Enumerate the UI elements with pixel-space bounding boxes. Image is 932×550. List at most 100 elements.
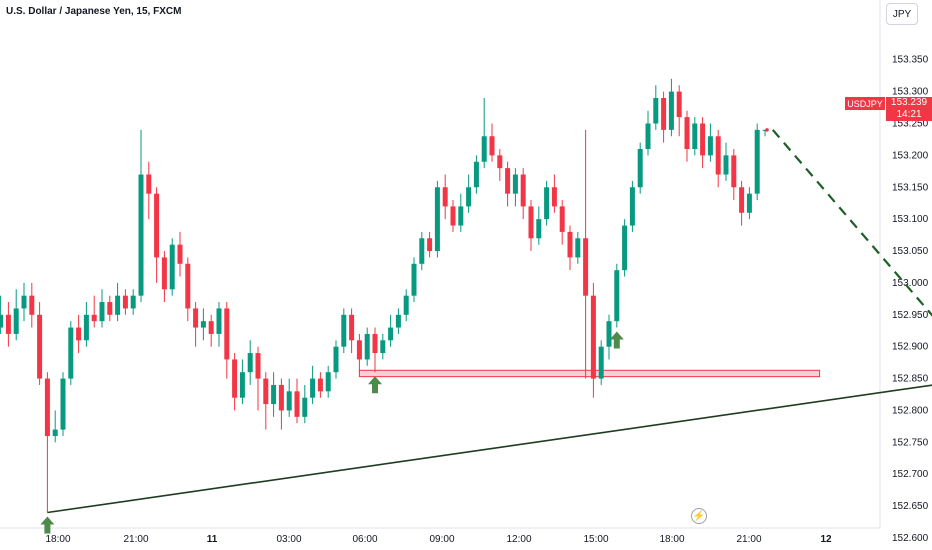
up-arrow-marker [368,376,382,394]
candle-body [76,327,82,341]
candle-body [232,359,238,398]
y-tick-label: 152.800 [892,405,929,416]
projection-path [771,129,932,317]
x-tick-label: 18:00 [45,534,70,545]
y-tick-label: 152.650 [892,501,929,512]
candle-body [434,187,440,252]
candle-body [544,187,550,220]
candle-body [661,97,667,130]
candle-body [489,136,495,156]
candle-body [411,263,417,296]
y-tick-label: 152.700 [892,469,929,480]
y-tick-label: 153.050 [892,246,929,257]
candle-body [364,333,370,360]
candle-body [598,346,604,379]
candle-body [380,340,386,354]
candle-body [122,295,128,309]
x-tick-label: 12 [820,534,832,545]
candle-body [325,372,331,392]
x-tick-label: 03:00 [276,534,301,545]
candle-body [707,136,713,156]
up-arrow-marker [609,331,624,349]
candle-body [239,372,245,398]
y-tick-label: 153.100 [892,214,929,225]
chart-title: U.S. Dollar / Japanese Yen, 15, FXCM [6,6,182,17]
candle-body [622,225,628,271]
flash-icon[interactable]: ⚡ [691,508,707,524]
candle-body [115,295,121,315]
y-tick-label: 153.300 [892,87,929,98]
candle-body [458,206,464,226]
candle-body [130,295,136,309]
candle-body [559,206,565,232]
candle-body [684,117,690,150]
candle-body [278,384,284,411]
candle-body [302,397,308,417]
currency-button[interactable]: JPY [886,3,918,25]
y-tick-label: 153.250 [892,118,929,129]
candle-body [395,314,401,328]
candle-body [450,206,456,226]
candle-body [473,161,479,188]
candle-body [739,187,745,213]
candle-body [349,314,355,341]
candle-body [99,302,105,322]
candle-body [583,238,589,296]
candle-body [263,378,269,405]
x-tick-label: 12:00 [506,534,531,545]
candle-body [427,238,433,252]
candle-body [419,238,425,264]
x-tick-label: 21:00 [123,534,148,545]
candle-body [442,187,448,207]
candle-body [224,308,230,360]
candle-body [536,219,542,239]
x-tick-label: 21:00 [736,534,761,545]
candle-body [700,123,706,156]
candle-body [13,308,19,334]
x-tick-label: 09:00 [429,534,454,545]
candle-body [21,295,27,309]
candle-body [403,295,409,315]
candle-body [567,231,573,258]
price-badge: 153.239 14:21 [886,97,932,121]
y-tick-label: 153.000 [892,278,929,289]
candle-body [60,378,66,430]
candle-body [271,384,277,405]
y-tick-label: 152.850 [892,374,929,385]
y-tick-label: 153.150 [892,182,929,193]
trendline [47,384,932,514]
candle-body [723,155,729,175]
candle-body [208,321,214,334]
candle-body [286,391,292,411]
candle-body [216,308,222,334]
current-price: 153.239 [890,97,928,108]
candle-body [44,378,50,436]
x-tick-label: 18:00 [659,534,684,545]
candle-body [575,238,581,258]
candle-body [317,378,323,392]
candle-body [83,314,89,341]
candle-body [146,174,152,194]
candle-body [692,123,698,150]
candle-body [551,187,557,207]
candle-body [154,193,160,258]
candle-body [512,174,518,194]
symbol-badge: USDJPY [845,97,885,110]
candle-body [37,314,43,379]
candle-body [754,129,760,194]
x-tick-label: 11 [207,534,218,545]
candle-body [356,340,362,360]
bar-countdown: 14:21 [896,109,922,120]
candle-body [247,353,253,373]
candle-body [91,314,97,322]
candle-body [333,346,339,373]
candle-body [653,97,659,124]
candle-body [505,168,511,194]
candle-body [731,155,737,188]
candle-body [138,174,144,296]
y-tick-label: 152.900 [892,342,929,353]
candle-body [481,136,487,162]
candle-body [5,314,11,334]
y-tick-label: 153.200 [892,150,929,161]
